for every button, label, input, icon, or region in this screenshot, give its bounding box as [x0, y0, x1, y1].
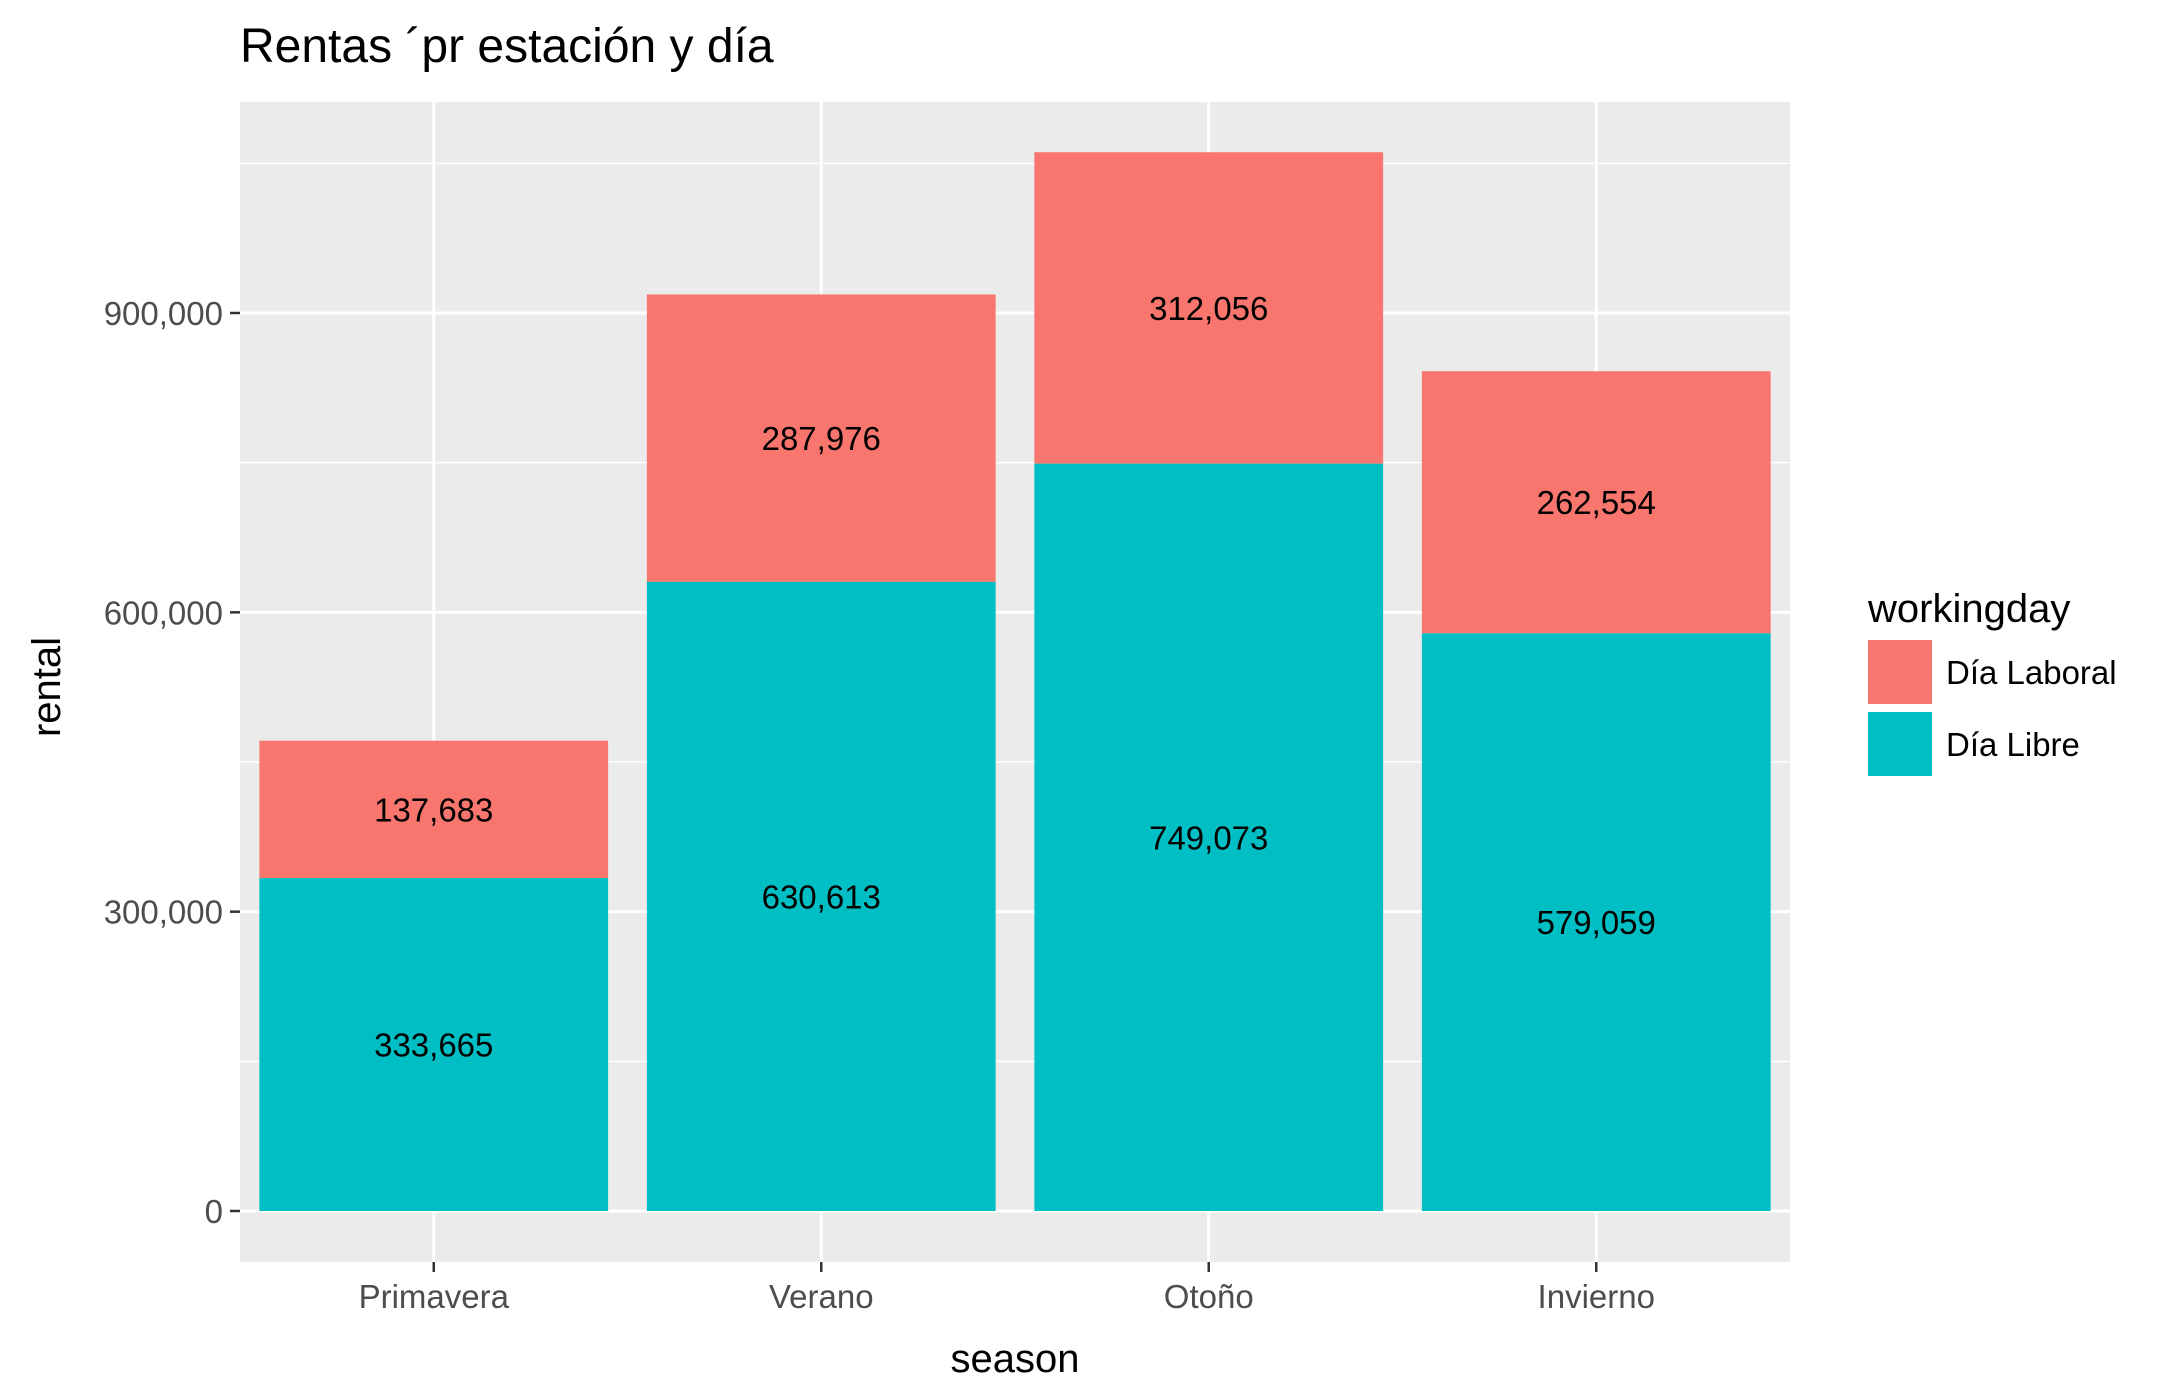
bar-dia-laboral	[646, 294, 996, 582]
y-tick-label: 600,000	[104, 594, 223, 631]
bar-value-label: 333,665	[374, 1027, 493, 1064]
y-tick-label: 300,000	[104, 894, 223, 931]
bar-value-label: 137,683	[374, 791, 493, 828]
bar-value-label: 630,613	[762, 878, 881, 915]
bar-value-label: 749,073	[1149, 819, 1268, 856]
bar-value-label: 262,554	[1537, 484, 1656, 521]
data-labels-layer: 333,665 137,683 630,613 287,976 749,073 312,0…	[374, 290, 1656, 1064]
bar-value-label: 579,059	[1537, 904, 1656, 941]
x-axis-title: season	[951, 1337, 1080, 1381]
bar-dia-libre	[1421, 633, 1771, 1211]
bar-dia-laboral	[1421, 371, 1771, 634]
legend-swatch	[1868, 712, 1932, 776]
x-axis: Primavera Verano Otoño Invierno	[359, 1262, 1655, 1315]
legend-title: workingday	[1867, 587, 2070, 631]
y-axis-title: rental	[25, 637, 69, 737]
bar-dia-libre	[646, 581, 996, 1211]
bar-dia-libre	[1034, 463, 1384, 1211]
legend-label: Día Libre	[1946, 726, 2080, 763]
bar-dia-laboral	[259, 740, 609, 879]
bars-layer	[259, 152, 1771, 1211]
legend-label: Día Laboral	[1946, 654, 2117, 691]
bar-value-label: 312,056	[1149, 290, 1268, 327]
legend: workingday Día Laboral Día Libre	[1867, 587, 2117, 776]
bar-dia-libre	[259, 878, 609, 1211]
x-tick-label: Verano	[769, 1278, 874, 1315]
y-tick-label: 900,000	[104, 295, 223, 332]
y-axis: 0 300,000 600,000 900,000	[104, 295, 240, 1230]
bar-value-label: 287,976	[762, 420, 881, 457]
x-tick-label: Invierno	[1538, 1278, 1655, 1315]
x-tick-label: Otoño	[1164, 1278, 1254, 1315]
chart-title: Rentas ´pr estación y día	[240, 20, 774, 73]
legend-swatch	[1868, 640, 1932, 704]
bar-dia-laboral	[1034, 152, 1384, 464]
x-tick-label: Primavera	[359, 1278, 510, 1315]
y-tick-label: 0	[205, 1193, 223, 1230]
